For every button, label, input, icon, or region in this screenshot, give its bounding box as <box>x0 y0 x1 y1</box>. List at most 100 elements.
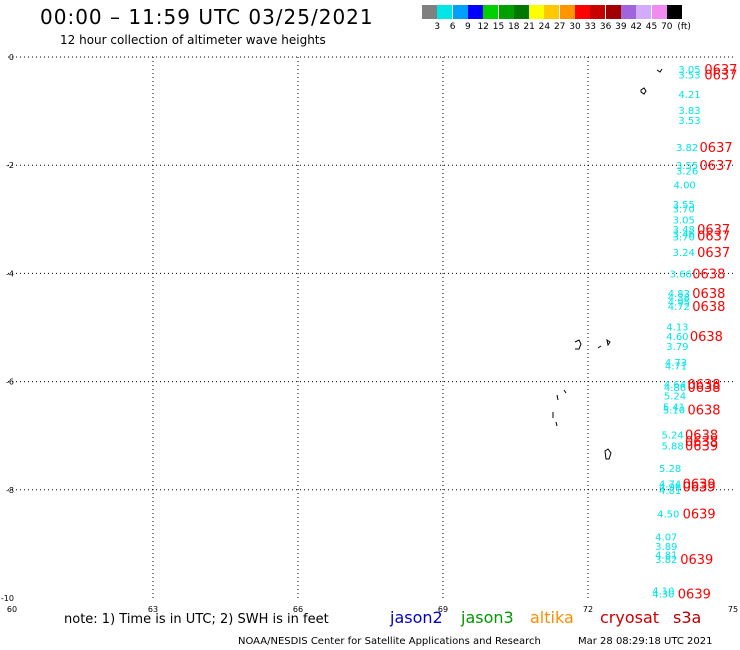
time-label: 0637 <box>697 223 730 238</box>
swh-label: 4.07 <box>655 532 677 543</box>
swh-label: 3.55 <box>673 200 695 211</box>
swh-label: 4.95 <box>668 298 690 309</box>
timestamp: Mar 28 08:29:18 UTC 2021 <box>578 636 713 647</box>
time-label: 0637 <box>704 63 737 78</box>
swh-label: 3.24 <box>673 248 695 259</box>
y-tick-label: -4 <box>6 269 14 278</box>
y-tick-label: -2 <box>6 161 14 170</box>
time-label: 0638 <box>685 429 718 444</box>
swh-label: 3.55 <box>676 161 698 172</box>
legend-tick-label: 42 <box>630 22 642 32</box>
time-label: 0639 <box>683 508 716 523</box>
chart-title: 00:00 – 11:59 UTC 03/25/2021 <box>40 5 374 29</box>
swh-label: 5.41 <box>663 402 685 413</box>
swh-label: 5.24 <box>664 392 686 403</box>
swh-label: 4.81 <box>659 486 681 497</box>
island-2 <box>574 338 611 350</box>
island-1 <box>640 68 663 95</box>
legend-swatch <box>666 5 682 19</box>
time-label: 0638 <box>687 404 720 419</box>
swh-label: 4.10 <box>652 586 674 597</box>
legend-tick-label: 70 <box>661 22 673 32</box>
time-label: 0637 <box>697 230 730 245</box>
swh-label: 3.82 <box>676 143 698 154</box>
swh-label: 4.72 <box>668 302 690 313</box>
swh-label: 4.21 <box>678 90 700 101</box>
swh-label: 3.05 <box>673 215 695 226</box>
y-tick-label: -8 <box>6 486 14 495</box>
swh-label: 4.81 <box>655 551 677 562</box>
legend-tick-label: (ft) <box>677 22 691 32</box>
legend-tick-label: 9 <box>465 22 471 32</box>
legend-swatch <box>544 5 560 19</box>
swh-label: 3.70 <box>673 204 695 215</box>
y-tick-label: 0 <box>9 53 14 62</box>
swh-label: 3.53 <box>678 116 700 127</box>
chart-subtitle: 12 hour collection of altimeter wave hei… <box>60 33 326 47</box>
time-label: 0639 <box>680 553 713 568</box>
legend-swatch <box>422 5 437 19</box>
swh-label: 3.79 <box>666 342 688 353</box>
legend-swatch <box>575 5 590 19</box>
swh-label: 5.24 <box>661 431 683 442</box>
credit-line: NOAA/NESDIS Center for Satellite Applica… <box>238 636 541 647</box>
time-label: 0639 <box>685 439 718 454</box>
swh-label: 4.30 <box>652 590 674 601</box>
swh-label: 3.82 <box>655 555 677 566</box>
legend-swatch <box>529 5 545 19</box>
swh-label: 4.86 <box>664 383 686 394</box>
x-tick-label: 63 <box>148 605 158 614</box>
time-label: 0639 <box>683 481 716 496</box>
time-label: 0638 <box>687 378 720 393</box>
legend-tick-label: 15 <box>492 22 505 32</box>
island-3 <box>552 389 567 427</box>
y-tick-label: -6 <box>6 378 14 387</box>
legend-swatch <box>620 5 636 19</box>
legend-swatch <box>437 5 453 19</box>
swh-label: 3.26 <box>676 167 698 178</box>
x-tick-label: 75 <box>728 605 738 614</box>
swh-label: 3.48 <box>673 225 695 236</box>
time-label: 0639 <box>683 477 716 492</box>
axis-ticks: 60 63 66 69 72 75 0 -2 -4 -6 -8 -10 <box>1 53 738 614</box>
time-label: 0638 <box>692 300 725 315</box>
swh-label: 4.60 <box>666 332 688 343</box>
swh-label: 3.66 <box>670 269 692 280</box>
swh-label: 5.88 <box>661 441 683 452</box>
time-label: 0638 <box>690 330 723 345</box>
swh-label: 3.46 <box>673 229 695 240</box>
swh-label: 4.38 <box>668 293 690 304</box>
legend-tick-label: 39 <box>615 22 627 32</box>
swh-label: 3.70 <box>673 233 695 244</box>
legend-swatch <box>483 5 499 19</box>
time-label: 0638 <box>687 381 720 396</box>
x-tick-label: 60 <box>7 605 17 614</box>
time-label: 0637 <box>700 141 733 156</box>
swh-label: 3.53 <box>678 70 700 81</box>
legend-tick-label: 45 <box>645 22 658 32</box>
time-label: 0637 <box>700 159 733 174</box>
legend-tick-label: 24 <box>538 22 551 32</box>
time-label: 0637 <box>697 246 730 261</box>
swh-label: 4.71 <box>665 361 687 372</box>
swh-label: 3.83 <box>678 106 700 117</box>
time-label: 0639 <box>678 588 711 603</box>
data-marks: 3.053.534.213.833.533.823.553.264.003.55… <box>652 63 737 603</box>
legend-swatch <box>590 5 606 19</box>
swh-label: 4.96 <box>659 483 681 494</box>
swh-label: 5.28 <box>659 464 681 475</box>
legend-tick-label: 18 <box>508 22 520 32</box>
legend-tick-label: 30 <box>569 22 581 32</box>
legend-tick-label: 27 <box>553 22 566 32</box>
satellite-cryosat: cryosat <box>600 608 660 627</box>
legend-tick-label: 3 <box>434 22 441 32</box>
grid <box>8 56 733 598</box>
swh-label: 4.74 <box>659 479 681 490</box>
swh-label: 4.83 <box>668 289 690 300</box>
legend-tick-label: 12 <box>477 22 489 32</box>
swh-label: 3.89 <box>655 542 677 553</box>
legend-swatch <box>651 5 667 19</box>
y-tick-label: -10 <box>1 594 14 603</box>
swh-label: 4.64 <box>664 380 686 391</box>
